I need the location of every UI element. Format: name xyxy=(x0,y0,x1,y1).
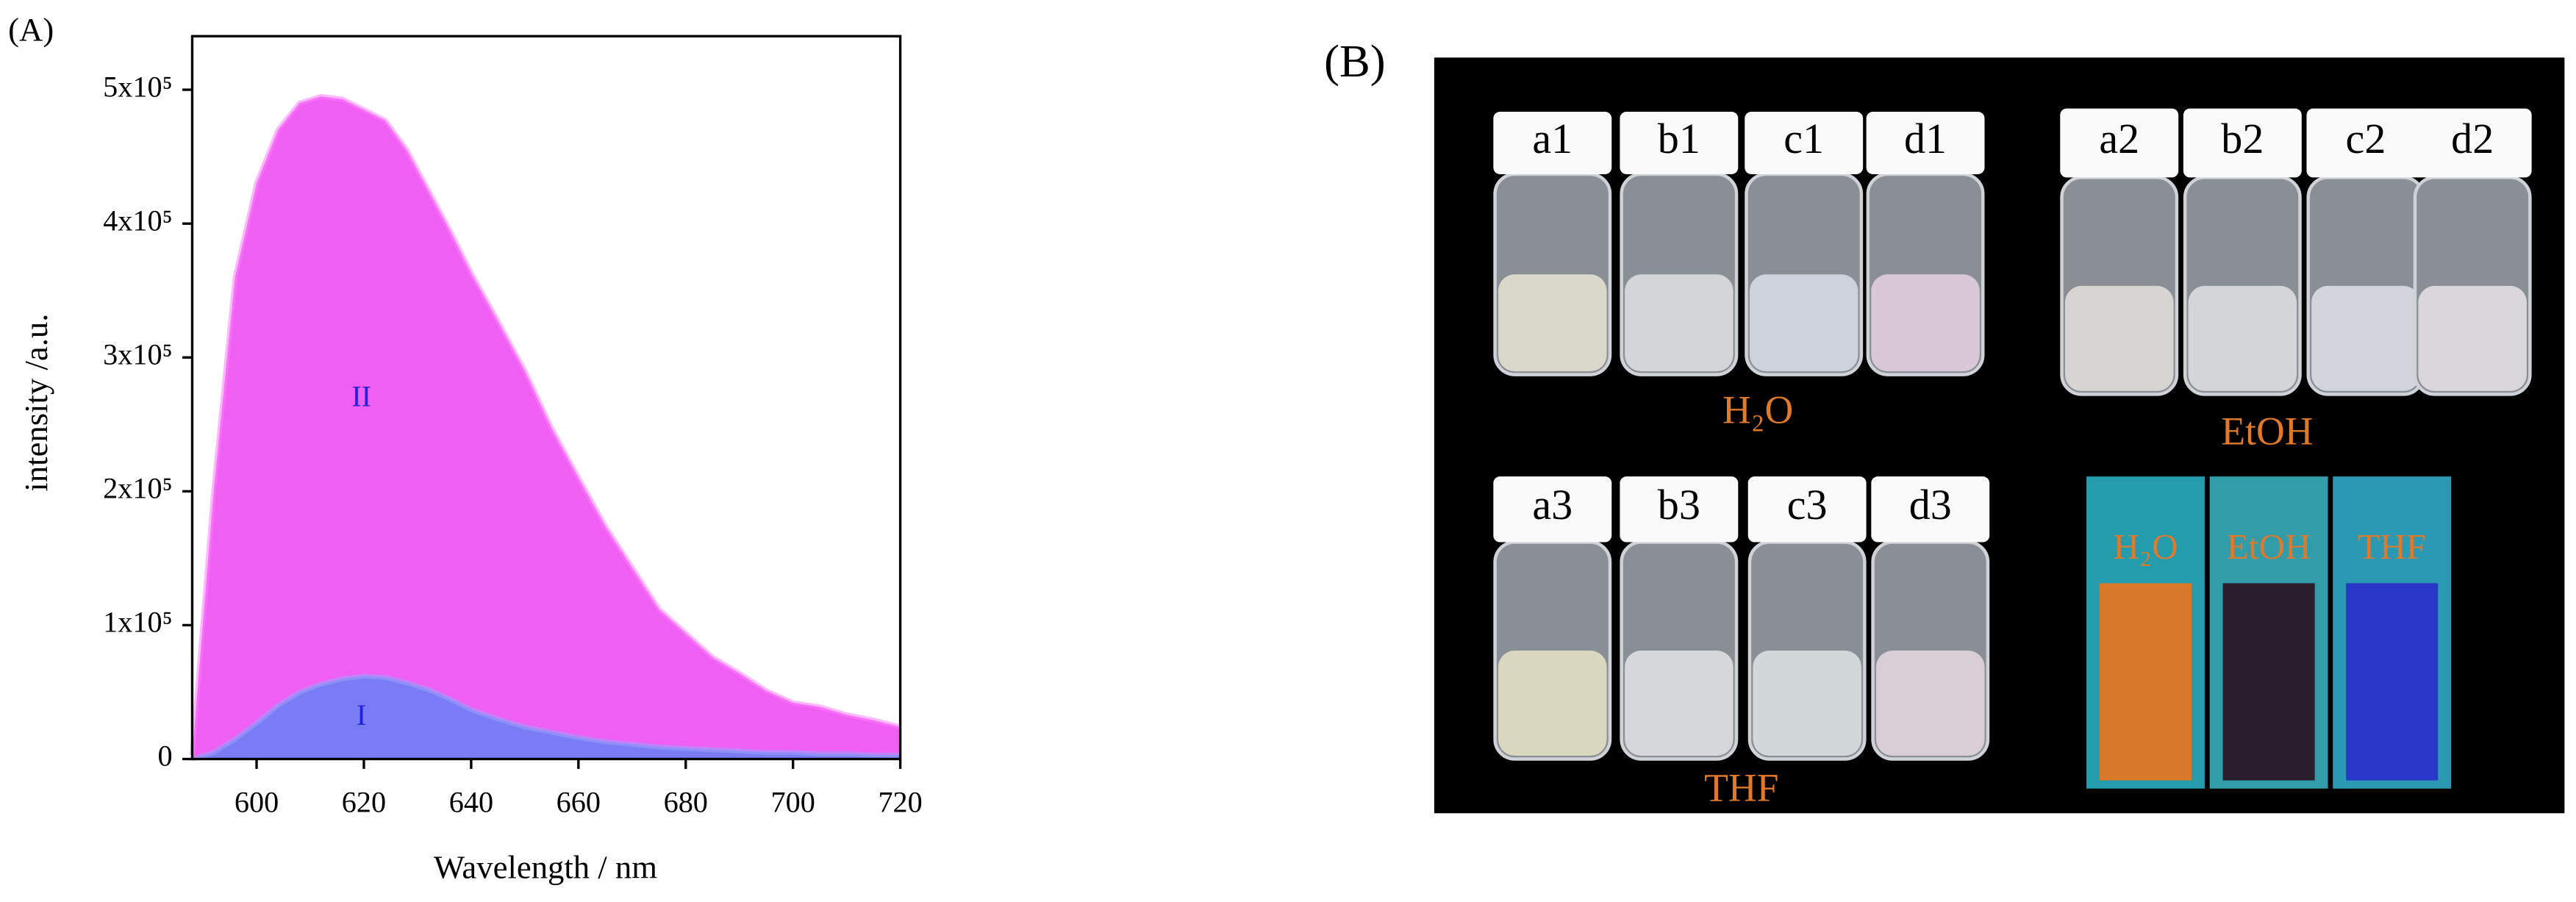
vial-cap xyxy=(1493,476,1612,543)
area xyxy=(192,96,901,759)
y-tick-label: 2x10⁵ xyxy=(103,472,172,505)
vial-label: d2 xyxy=(2451,115,2494,162)
vial-label: a3 xyxy=(1532,481,1573,529)
area-outline xyxy=(190,93,901,756)
vial-label: d1 xyxy=(1904,115,1947,162)
cuvette-label: H₂O xyxy=(2113,526,2178,567)
vial-liquid xyxy=(1753,651,1861,756)
vial-liquid xyxy=(2418,285,2527,391)
vial-label: a2 xyxy=(2099,115,2139,162)
x-tick-label: 600 xyxy=(235,785,279,818)
vial-liquid xyxy=(1749,274,1858,372)
y-tick-label: 1x10⁵ xyxy=(103,606,172,639)
annotation: II xyxy=(351,379,371,412)
cuvette-liquid xyxy=(2346,583,2439,781)
vial-label: a1 xyxy=(1532,115,1573,162)
vial-cap xyxy=(1620,112,1739,174)
y-tick-label: 0 xyxy=(158,740,173,773)
x-tick-label: 720 xyxy=(878,785,922,818)
panel-label: (A) xyxy=(8,11,54,48)
vial-label: c3 xyxy=(1787,481,1828,529)
vial-cap xyxy=(1745,112,1864,174)
y-axis-label: intensity /a.u. xyxy=(18,314,54,492)
cuvette-label: THF xyxy=(2358,526,2426,567)
vial-cap xyxy=(2060,108,2179,178)
vial-cap xyxy=(1866,112,1985,174)
vial-liquid xyxy=(2065,285,2174,391)
vial-liquid xyxy=(1625,274,1734,372)
x-tick-label: 640 xyxy=(449,785,493,818)
vial-label: b1 xyxy=(1658,115,1700,162)
vial-cap xyxy=(1747,476,1867,543)
cuvette-liquid xyxy=(2222,583,2315,781)
x-axis-label: Wavelength / nm xyxy=(434,849,657,886)
vial-cap xyxy=(2306,108,2425,178)
vial-cap xyxy=(2183,108,2302,178)
panel-label: (B) xyxy=(1324,35,1385,87)
y-tick-label: 3x10⁵ xyxy=(103,337,172,371)
solvent-label: H₂O xyxy=(1722,388,1793,432)
cuvette-label: EtOH xyxy=(2227,526,2311,567)
x-tick-label: 620 xyxy=(342,785,386,818)
vial-label: d3 xyxy=(1909,481,1952,529)
vial-liquid xyxy=(2188,285,2297,391)
vial-cap xyxy=(1493,112,1612,174)
annotation: I xyxy=(357,698,366,731)
vial-cap xyxy=(1871,476,1990,543)
area-outline xyxy=(191,673,901,762)
vial-label: c2 xyxy=(2346,115,2386,162)
area xyxy=(192,676,901,759)
x-tick-label: 680 xyxy=(664,785,708,818)
y-tick-label: 5x10⁵ xyxy=(103,70,172,103)
vial-liquid xyxy=(1498,651,1607,756)
vial-liquid xyxy=(1625,651,1734,756)
vial-cap xyxy=(2413,108,2532,178)
vial-liquid xyxy=(1876,651,1985,756)
solvent-label: THF xyxy=(1704,766,1778,810)
x-tick-label: 660 xyxy=(557,785,601,818)
vial-liquid xyxy=(1498,274,1607,372)
plot-frame xyxy=(190,35,902,761)
y-tick-label: 4x10⁵ xyxy=(103,204,172,237)
x-tick-label: 700 xyxy=(771,785,815,818)
vial-label: c1 xyxy=(1783,115,1824,162)
vial-liquid xyxy=(1871,274,1980,372)
cuvette-liquid xyxy=(2099,583,2192,781)
solvent-label: EtOH xyxy=(2221,409,2313,454)
vial-liquid xyxy=(2311,285,2420,391)
vial-cap xyxy=(1620,476,1739,543)
vial-label: b2 xyxy=(2221,115,2264,162)
vial-label: b3 xyxy=(1658,481,1700,529)
